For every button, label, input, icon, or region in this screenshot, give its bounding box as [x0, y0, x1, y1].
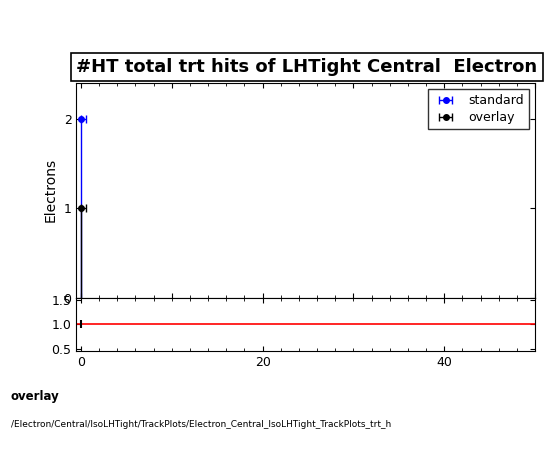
Text: /Electron/Central/IsoLHTight/TrackPlots/Electron_Central_IsoLHTight_TrackPlots_t: /Electron/Central/IsoLHTight/TrackPlots/… — [11, 420, 391, 429]
Text: overlay: overlay — [11, 390, 60, 403]
Text: #HT total trt hits of LHTight Central  Electron: #HT total trt hits of LHTight Central El… — [76, 58, 538, 76]
Legend: standard, overlay: standard, overlay — [428, 90, 529, 129]
Y-axis label: Electrons: Electrons — [44, 158, 58, 222]
